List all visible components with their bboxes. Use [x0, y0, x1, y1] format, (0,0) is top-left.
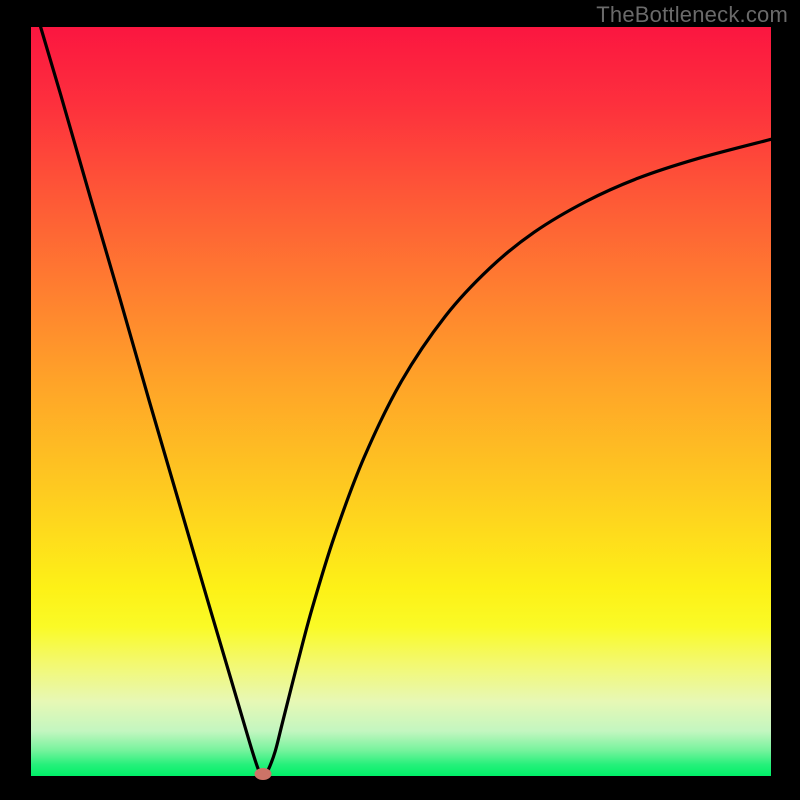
chart-curve: [31, 27, 771, 776]
chart-minimum-marker: [255, 768, 272, 780]
chart-plot-area: [31, 27, 771, 776]
chart-curve-path: [41, 27, 771, 776]
watermark-text: TheBottleneck.com: [596, 2, 788, 28]
